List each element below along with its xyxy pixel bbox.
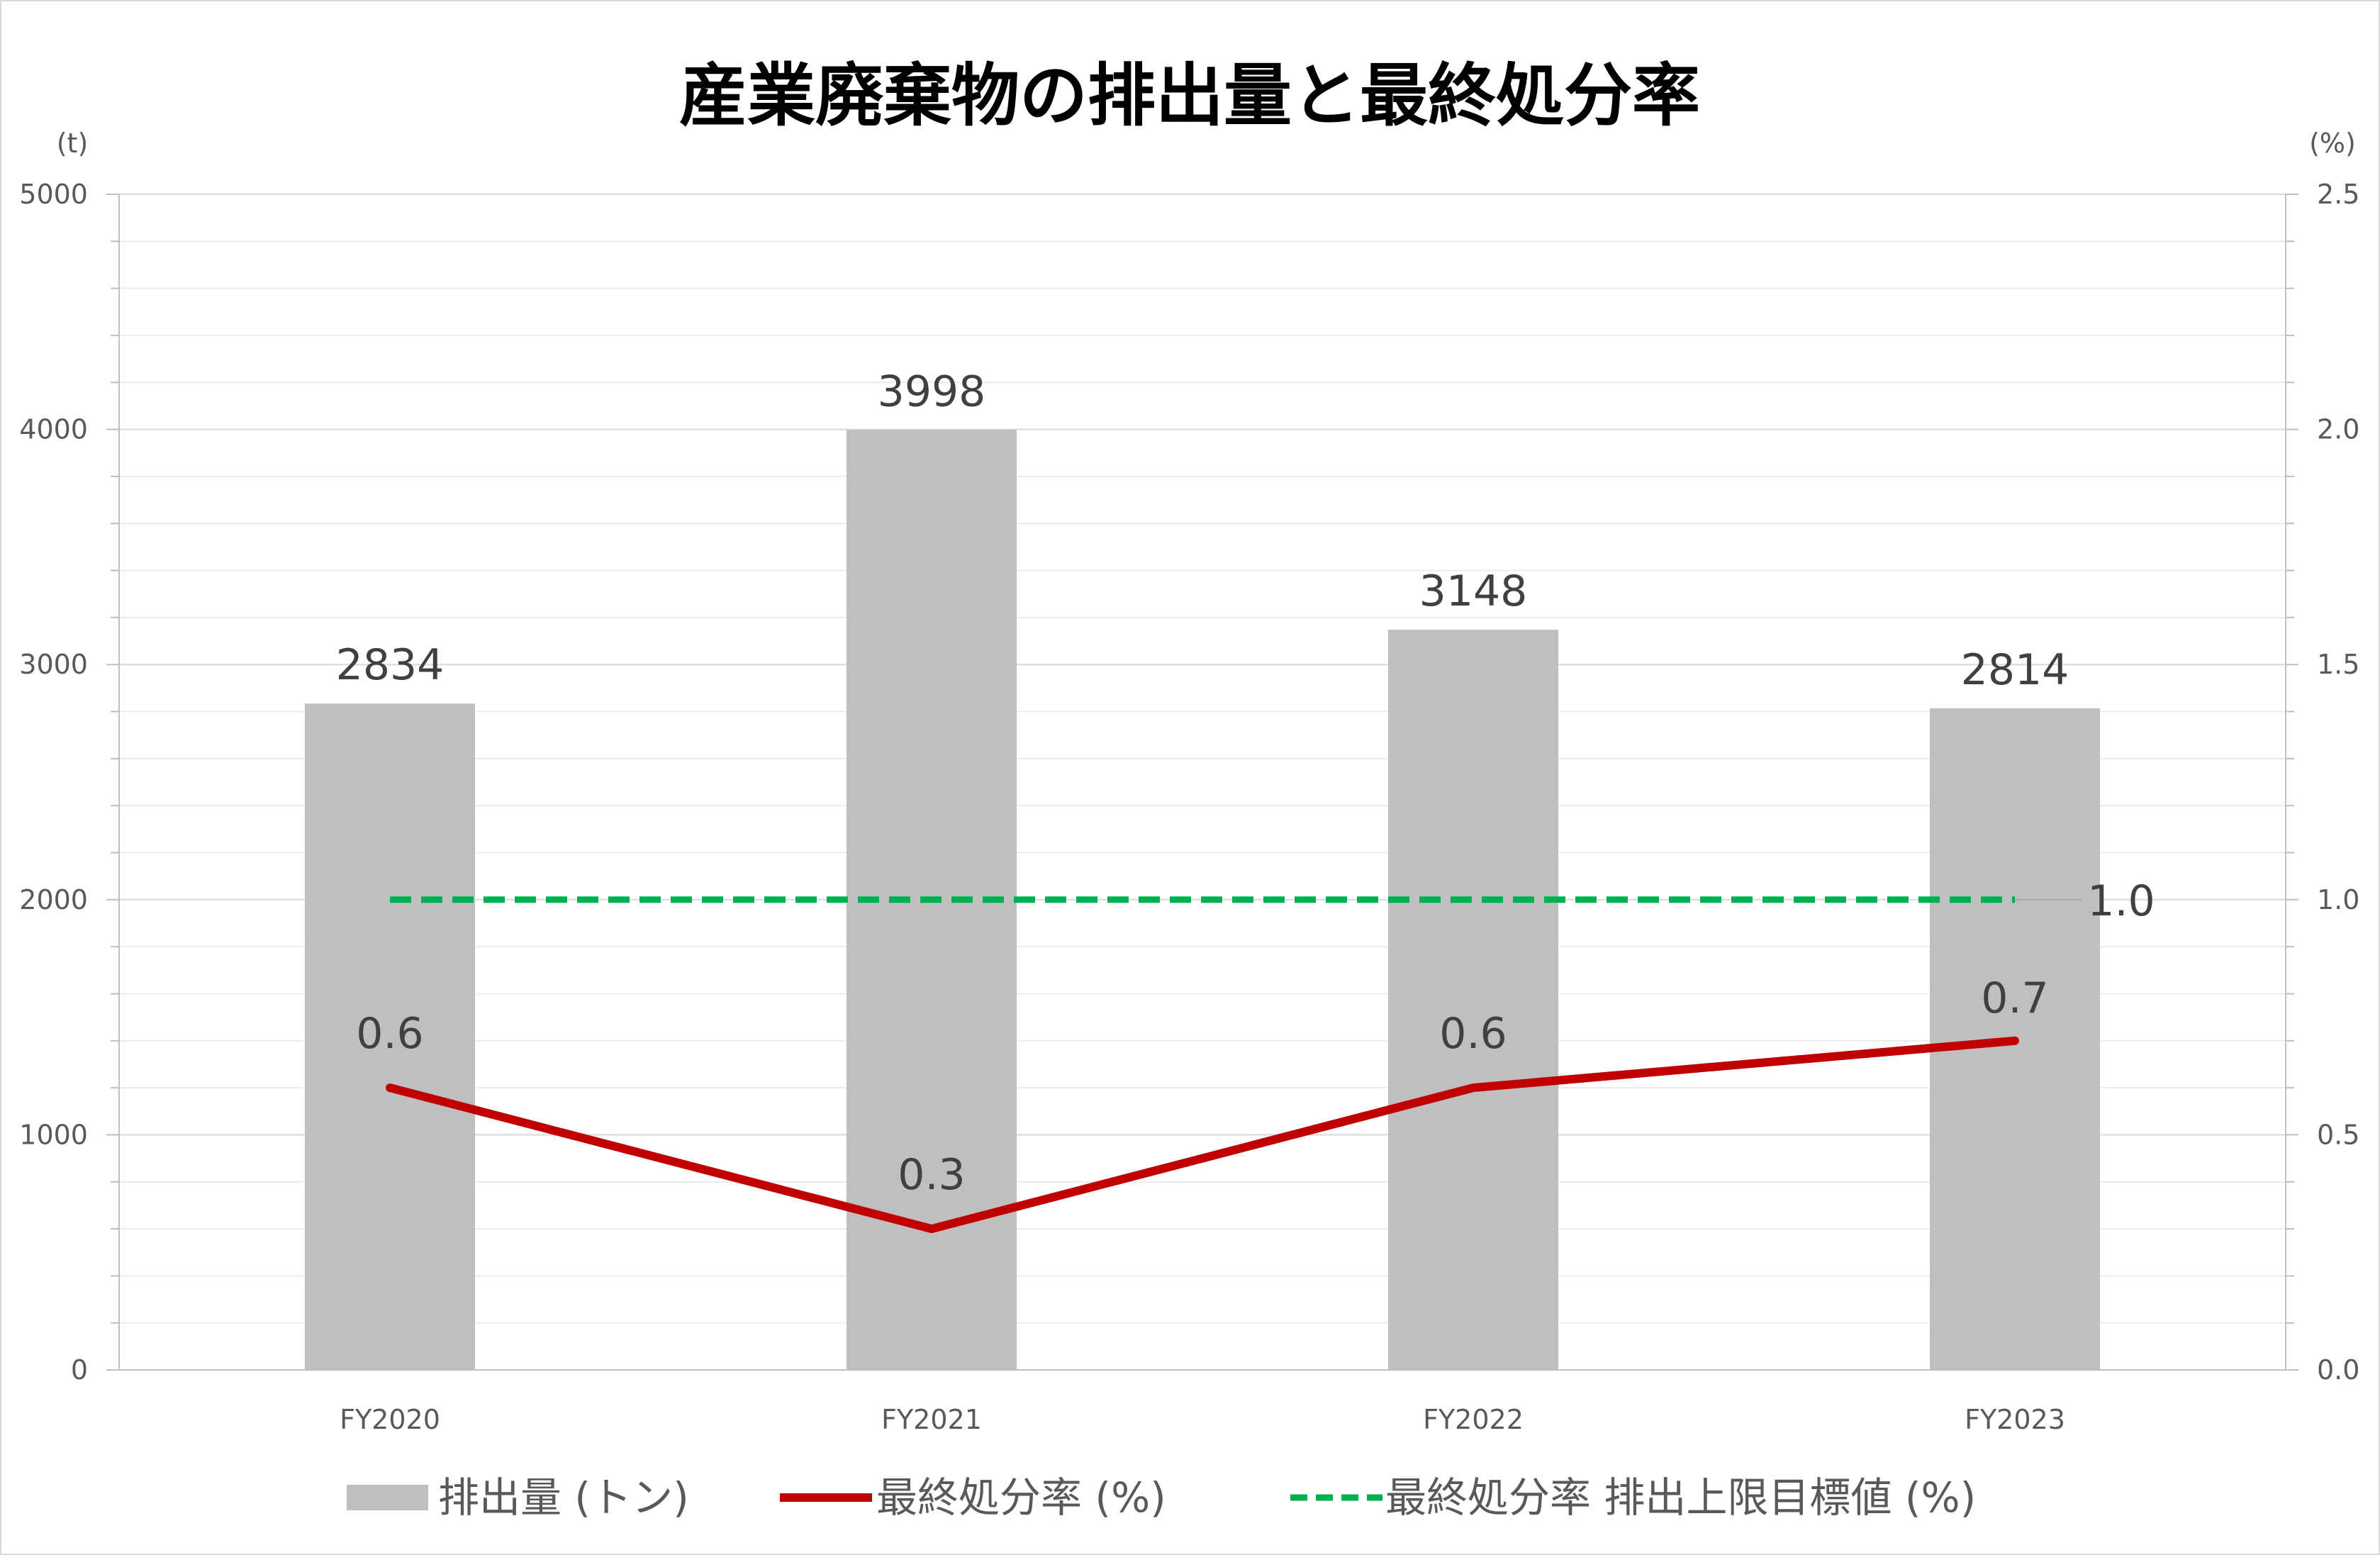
bar	[305, 703, 475, 1370]
right-tick-label: 0.5	[2317, 1119, 2359, 1150]
right-axis-unit: (%)	[2309, 128, 2356, 159]
left-tick-label: 4000	[19, 414, 88, 445]
rate-value-label: 0.3	[898, 1150, 965, 1200]
axes: 0 1000 2000 3000 4000 5000 0.0 0.5 1.0 1.5 2.0 2.5 F…	[19, 179, 2359, 1435]
right-tick-label: 2.0	[2317, 414, 2359, 445]
x-tick-label: FY2020	[340, 1404, 440, 1435]
line-series	[386, 896, 2082, 1234]
bar-value-label: 2814	[1961, 645, 2069, 695]
legend: 排出量 (トン) 最終処分率 (%) 最終処分率 排出上限目標値 (%)	[347, 1473, 1976, 1522]
bar-value-label: 3998	[878, 367, 986, 416]
left-tick-label: 2000	[19, 884, 88, 915]
bar-value-label: 3148	[1419, 567, 1528, 616]
chart-title: 産業廃棄物の排出量と最終処分率	[679, 56, 1700, 135]
x-tick-label: FY2021	[881, 1404, 982, 1435]
target-value-label: 1.0	[2087, 876, 2155, 926]
right-tick-label: 1.0	[2317, 884, 2359, 915]
rate-value-label: 0.6	[356, 1009, 423, 1059]
bar	[1388, 630, 1558, 1370]
legend-label-target: 最終処分率 排出上限目標値 (%)	[1385, 1473, 1976, 1522]
left-tick-label: 5000	[19, 179, 88, 210]
data-labels: 2834 3998 3148 2814 1.0 0.6 0.3 0.6 0.7	[336, 367, 2155, 1200]
rate-value-label: 0.7	[1981, 974, 2048, 1023]
rate-value-label: 0.6	[1439, 1009, 1507, 1059]
right-tick-label: 0.0	[2317, 1354, 2359, 1386]
bar-value-label: 2834	[336, 640, 445, 690]
gridlines	[119, 194, 2286, 1324]
legend-label-rate: 最終処分率 (%)	[876, 1473, 1166, 1522]
legend-label-bar: 排出量 (トン)	[438, 1473, 689, 1522]
left-tick-label: 1000	[19, 1119, 88, 1150]
left-tick-label: 3000	[19, 649, 88, 680]
disposal-rate-line	[386, 1036, 2019, 1234]
x-tick-label: FY2022	[1423, 1404, 1524, 1435]
left-tick-label: 0	[71, 1354, 88, 1386]
left-axis-unit: (t)	[57, 128, 89, 159]
right-tick-label: 2.5	[2317, 179, 2359, 210]
right-tick-label: 1.5	[2317, 649, 2359, 680]
x-tick-label: FY2023	[1965, 1404, 2065, 1435]
legend-swatch-bar	[347, 1485, 428, 1510]
